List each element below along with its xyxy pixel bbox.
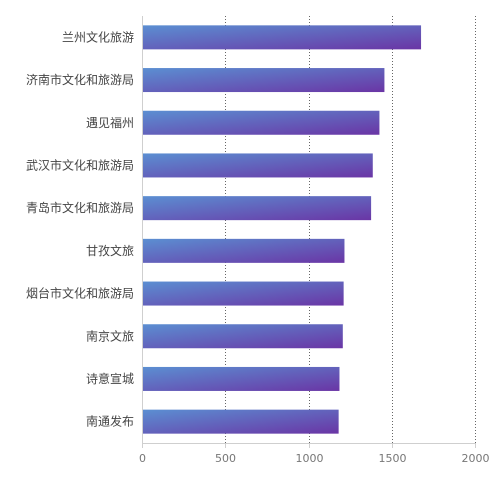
bar-5 xyxy=(143,238,345,263)
bar-8 xyxy=(143,366,340,391)
x-tick-label-3: 1500 xyxy=(379,452,407,465)
bar-1 xyxy=(143,68,385,93)
x-tick-label-2: 1000 xyxy=(296,452,324,465)
bar-9 xyxy=(143,409,339,434)
bar-3 xyxy=(143,153,373,178)
category-label-6: 烟台市文化和旅游局 xyxy=(26,286,134,301)
bar-4 xyxy=(143,196,372,221)
x-tick-label-4: 2000 xyxy=(462,452,490,465)
category-label-3: 武汉市文化和旅游局 xyxy=(26,157,134,172)
bar-0 xyxy=(143,25,422,50)
bar-6 xyxy=(143,281,344,306)
category-label-5: 甘孜文旅 xyxy=(86,243,134,258)
category-label-1: 济南市文化和旅游局 xyxy=(26,72,134,87)
x-tick-label-1: 500 xyxy=(215,452,236,465)
category-label-9: 南通发布 xyxy=(86,414,134,429)
category-label-8: 诗意宣城 xyxy=(86,371,134,386)
x-tick-label-0: 0 xyxy=(139,452,146,465)
category-label-2: 遇见福州 xyxy=(86,115,134,130)
bar-2 xyxy=(143,110,380,135)
category-label-4: 青岛市文化和旅游局 xyxy=(26,200,134,215)
category-label-7: 南京文旅 xyxy=(86,328,134,343)
category-label-0: 兰州文化旅游 xyxy=(62,29,134,44)
bar-7 xyxy=(143,324,343,349)
